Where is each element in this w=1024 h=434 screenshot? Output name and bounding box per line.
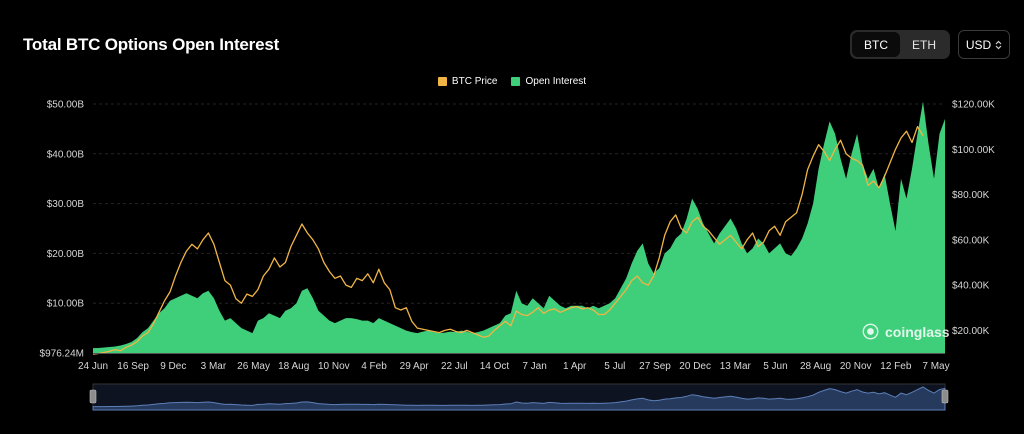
navigator-handle-left[interactable] — [89, 389, 97, 404]
x-tick-label: 28 Aug — [800, 361, 831, 372]
open-interest-area — [93, 101, 945, 353]
y-left-tick-label: $976.24M — [40, 349, 84, 360]
area-layer — [93, 101, 945, 353]
y-right-tick-label: $20.00K — [952, 326, 990, 337]
y-left-tick-label: $30.00B — [47, 199, 85, 210]
navigator-series — [92, 386, 946, 411]
x-tick-label: 16 Sep — [117, 361, 149, 372]
legend-item-btc-price[interactable]: BTC Price — [437, 76, 498, 87]
chart-legend: BTC Price Open Interest — [0, 76, 1024, 87]
coin-toggle[interactable]: BTC ETH — [850, 30, 950, 59]
coin-option-btc[interactable]: BTC — [852, 32, 900, 57]
range-navigator — [89, 383, 949, 411]
btc-price-line — [92, 125, 924, 355]
y-right-tick-label: $120.00K — [952, 100, 995, 111]
coin-option-eth[interactable]: ETH — [912, 37, 936, 52]
y-right-tick-label: $80.00K — [952, 190, 990, 201]
x-tick-label: 20 Dec — [679, 361, 711, 372]
x-tick-label: 7 Jan — [522, 361, 546, 372]
chevron-updown-icon — [995, 40, 1002, 50]
x-tick-label: 5 Jul — [604, 361, 625, 372]
x-tick-label: 10 Nov — [318, 361, 350, 372]
x-tick-label: 24 Jun — [78, 361, 108, 372]
y-left-tick-label: $10.00B — [47, 299, 85, 310]
page-title: Total BTC Options Open Interest — [23, 35, 280, 54]
x-tick-label: 29 Apr — [400, 361, 430, 372]
x-tick-label: 3 Mar — [201, 361, 227, 372]
x-tick-label: 1 Apr — [563, 361, 587, 372]
legend-label-btc-price: BTC Price — [451, 76, 498, 87]
y-axis-left: $976.24M $10.00B $20.00B $30.00B $40.00B $50.… — [40, 100, 85, 360]
line-layer — [92, 125, 924, 355]
x-tick-label: 20 Nov — [840, 361, 872, 372]
watermark-text: coinglass — [885, 323, 950, 340]
x-tick-label: 7 May — [922, 361, 949, 372]
y-right-tick-label: $60.00K — [952, 235, 990, 246]
legend-swatch-btc-price — [437, 77, 447, 86]
y-left-tick-label: $40.00B — [47, 149, 85, 160]
x-tick-label: 5 Jun — [763, 361, 787, 372]
currency-select[interactable]: USD — [958, 30, 1010, 59]
y-left-tick-label: $20.00B — [47, 249, 85, 260]
currency-value: USD — [965, 37, 992, 52]
legend-label-open-interest: Open Interest — [525, 76, 587, 87]
navigator-handle-right[interactable] — [941, 389, 949, 404]
y-axis-right: $20.00K $40.00K $60.00K $80.00K $100.00K $120… — [952, 100, 995, 337]
x-tick-label: 27 Sep — [639, 361, 671, 372]
x-axis: 24 Jun 16 Sep 9 Dec 3 Mar 26 May 18 Aug 10 Nov… — [78, 353, 950, 372]
x-tick-label: 18 Aug — [278, 361, 309, 372]
x-tick-label: 13 Mar — [720, 361, 752, 372]
y-right-tick-label: $100.00K — [952, 145, 995, 156]
y-left-tick-label: $50.00B — [47, 100, 85, 111]
x-tick-label: 12 Feb — [880, 361, 912, 372]
x-tick-label: 9 Dec — [160, 361, 186, 372]
legend-item-open-interest[interactable]: Open Interest — [511, 76, 586, 87]
y-right-tick-label: $40.00K — [952, 281, 990, 292]
x-tick-label: 26 May — [237, 361, 270, 372]
x-tick-label: 14 Oct — [480, 361, 510, 372]
x-tick-label: 4 Feb — [361, 361, 387, 372]
coinglass-logo-icon — [862, 323, 879, 340]
legend-swatch-open-interest — [511, 77, 521, 86]
coinglass-watermark: coinglass — [862, 323, 950, 340]
x-tick-label: 22 Jul — [441, 361, 468, 372]
